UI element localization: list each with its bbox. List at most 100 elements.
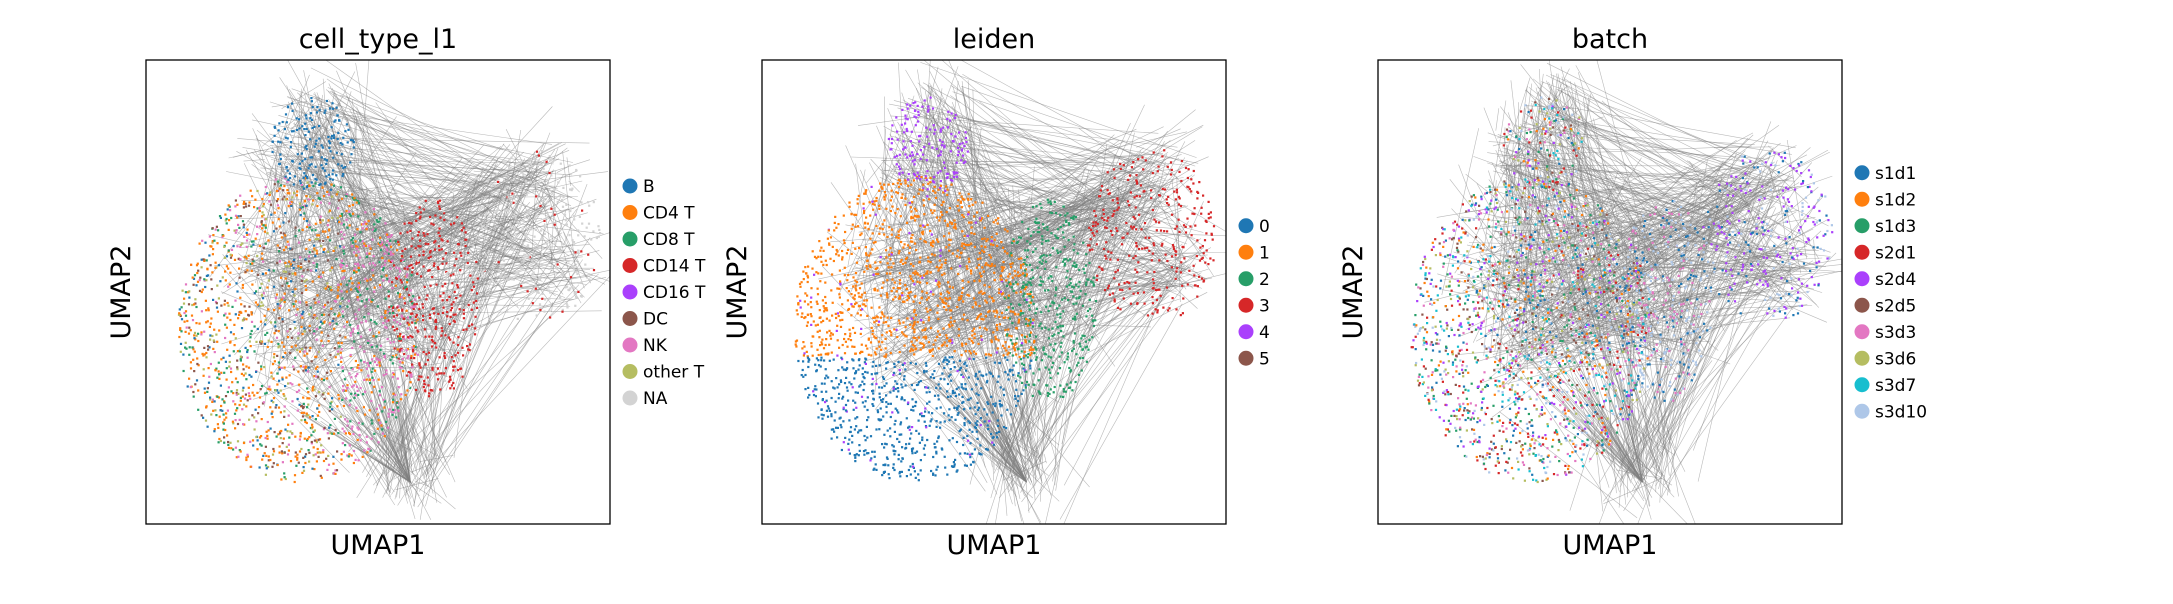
data-point <box>249 397 252 400</box>
data-point <box>283 476 286 479</box>
data-point <box>911 398 914 401</box>
data-point <box>366 362 369 365</box>
data-point <box>963 408 966 411</box>
data-point <box>535 195 538 198</box>
data-point <box>1041 259 1044 262</box>
data-point <box>378 404 381 407</box>
data-point <box>335 174 338 177</box>
data-point <box>826 237 829 240</box>
data-point <box>872 404 875 407</box>
data-point <box>844 403 848 407</box>
data-point <box>318 239 321 242</box>
data-point <box>308 251 311 254</box>
data-point <box>850 293 853 296</box>
data-point <box>931 146 934 149</box>
data-point <box>922 415 926 418</box>
data-point <box>313 468 316 471</box>
data-point <box>272 401 275 404</box>
data-point <box>1012 289 1015 292</box>
data-point <box>1113 298 1116 301</box>
data-point <box>267 387 270 390</box>
data-point <box>218 415 221 418</box>
data-point <box>209 338 212 341</box>
data-point <box>1008 368 1012 371</box>
data-point <box>1033 352 1036 355</box>
data-point <box>296 397 299 401</box>
data-point <box>1067 222 1070 225</box>
data-point <box>806 313 810 316</box>
data-point <box>301 125 304 128</box>
data-point <box>945 302 948 305</box>
data-point <box>951 356 954 359</box>
data-point <box>302 456 305 459</box>
data-point <box>937 347 940 350</box>
data-point <box>356 262 359 266</box>
data-point <box>337 232 340 235</box>
data-point <box>557 181 560 184</box>
data-point <box>227 440 230 444</box>
data-point <box>284 246 288 249</box>
data-point <box>466 261 469 265</box>
data-point <box>188 346 191 349</box>
data-point <box>392 306 395 310</box>
data-point <box>883 233 886 236</box>
data-point <box>962 154 965 157</box>
data-point <box>879 261 882 264</box>
data-point <box>348 279 351 282</box>
data-point <box>943 420 946 423</box>
data-point <box>1043 267 1047 270</box>
data-point <box>1026 249 1030 252</box>
data-point <box>431 307 434 310</box>
data-point <box>874 372 877 375</box>
data-point <box>244 202 247 205</box>
data-point <box>269 458 272 462</box>
data-point <box>548 155 551 158</box>
data-point <box>1019 376 1022 379</box>
data-point <box>950 183 953 186</box>
data-point <box>987 264 990 267</box>
data-point <box>830 289 833 292</box>
data-point <box>1200 277 1204 280</box>
data-point <box>995 351 998 354</box>
data-point <box>468 349 471 352</box>
data-point <box>1004 356 1007 359</box>
data-point <box>228 365 231 368</box>
data-point <box>211 334 214 338</box>
data-point <box>1042 348 1045 351</box>
data-point <box>1135 174 1138 177</box>
data-point <box>1035 307 1038 310</box>
data-point <box>900 433 903 436</box>
data-point <box>1062 395 1065 398</box>
data-point <box>424 242 427 245</box>
data-point <box>543 232 546 235</box>
data-point <box>244 270 247 273</box>
data-point <box>952 226 955 229</box>
data-point <box>180 330 183 333</box>
data-point <box>873 200 876 203</box>
data-point <box>365 441 368 444</box>
data-point <box>1075 364 1079 367</box>
data-point <box>313 247 316 250</box>
data-point <box>827 229 830 232</box>
data-point <box>372 207 375 211</box>
data-point <box>510 156 513 159</box>
data-point <box>874 241 877 244</box>
data-point <box>1060 351 1063 354</box>
data-point <box>340 458 343 461</box>
data-point <box>346 305 349 308</box>
data-point <box>410 264 413 267</box>
data-point <box>897 252 900 255</box>
data-point <box>890 316 893 320</box>
data-point <box>845 287 848 290</box>
data-point <box>812 320 815 323</box>
data-point <box>1039 276 1042 279</box>
data-point <box>1186 176 1189 180</box>
data-point <box>238 403 241 407</box>
data-point <box>1157 165 1160 168</box>
data-point <box>1132 257 1135 260</box>
data-point <box>900 258 903 262</box>
data-point <box>1115 227 1118 230</box>
data-point <box>915 215 918 218</box>
data-point <box>982 374 985 377</box>
